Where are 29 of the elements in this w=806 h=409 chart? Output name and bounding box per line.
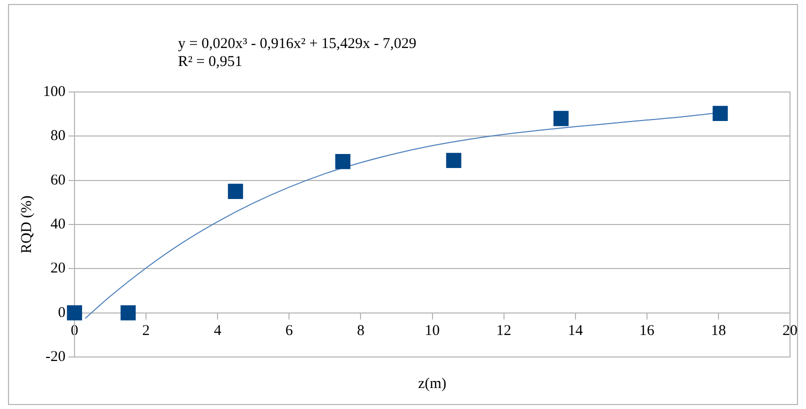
x-tick-label: 4 — [214, 322, 222, 339]
x-tick-label: 20 — [782, 322, 798, 339]
y-tick-label: 60 — [50, 172, 66, 188]
x-tick-label: 0 — [70, 322, 78, 339]
x-tick-label: 10 — [424, 322, 440, 339]
y-tick-label: -20 — [46, 348, 66, 365]
y-tick-label: 0 — [58, 304, 66, 321]
x-tick-label: 18 — [710, 322, 726, 339]
x-tick-label: 2 — [142, 322, 150, 339]
point — [120, 305, 136, 320]
point — [228, 184, 244, 199]
point — [553, 110, 569, 126]
point — [335, 154, 350, 170]
x-tick-label: 16 — [639, 322, 655, 339]
x-tick-label: 12 — [496, 322, 512, 339]
x-tick-label: 6 — [285, 322, 294, 339]
text: y = 0,020x³ - 0,916x² + 15,429x - 7,029 — [178, 36, 416, 52]
x-tick-label: 8 — [356, 322, 364, 339]
x-tick-label: 14 — [568, 322, 584, 339]
point — [446, 152, 462, 168]
y-tick-label: 40 — [50, 216, 66, 232]
text: R² = 0,951 — [178, 54, 242, 70]
x-axis-title: z(m) — [418, 376, 446, 392]
y-tick-label: 100 — [43, 84, 66, 100]
y-axis-title: RQD (%) — [18, 196, 35, 254]
y-tick-label: 80 — [50, 128, 66, 144]
y-tick-label: 20 — [50, 260, 66, 277]
point — [712, 106, 728, 121]
point — [66, 305, 82, 320]
